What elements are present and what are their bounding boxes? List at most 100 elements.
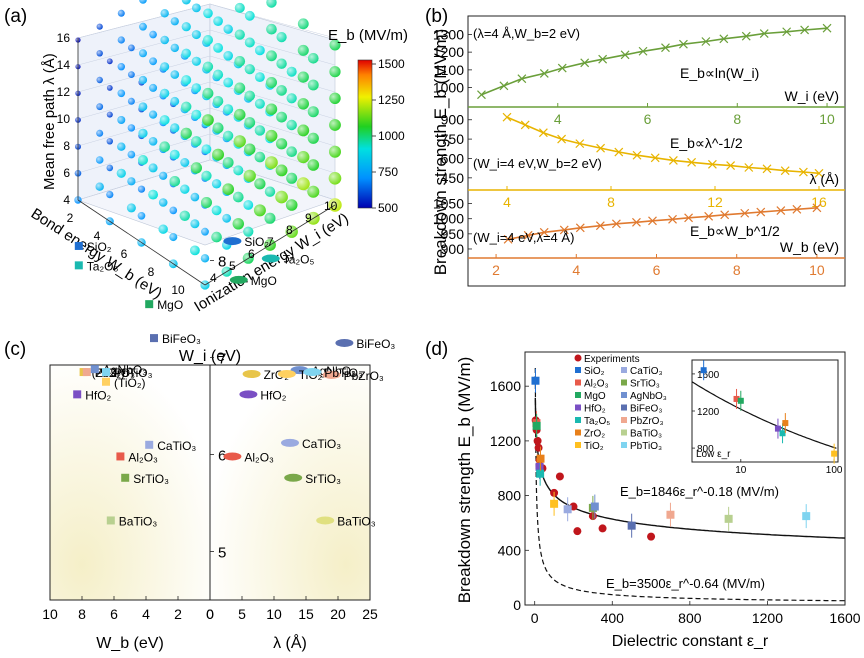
sphere-point	[106, 111, 113, 118]
sphere-highlight	[213, 16, 223, 27]
y-tick-label: 1200	[490, 433, 521, 449]
right-x-tick-label: 10	[266, 606, 282, 622]
series-marker	[822, 23, 832, 33]
legend-item: SiO₂	[575, 366, 605, 377]
series-marker	[648, 216, 657, 226]
marker-cross	[720, 210, 730, 220]
sphere-highlight	[201, 170, 212, 181]
y-tick-label: 0	[513, 597, 521, 613]
sphere-point	[117, 36, 125, 44]
inset-frame	[691, 359, 839, 463]
sphere-point	[213, 43, 224, 53]
sphere-highlight	[212, 96, 224, 107]
sphere-point	[160, 9, 169, 18]
point-label: SiO₂	[87, 240, 112, 254]
sphere-highlight	[117, 89, 126, 98]
sphere-point	[307, 79, 319, 91]
point-label: SiO₂	[244, 235, 269, 249]
fit-dashed-label: E_b=3500ε_r^-0.64 (MV/m)	[606, 576, 765, 591]
legend-label: TiO₂	[584, 441, 604, 452]
series-marker	[520, 120, 530, 130]
axis-wb	[77, 199, 206, 286]
sphere-highlight	[191, 56, 201, 66]
sphere-highlight	[117, 9, 125, 17]
sphere-highlight	[158, 198, 168, 207]
subplot-relation: E_b∝λ^-1/2	[670, 135, 743, 151]
left-point: PbTiO₃	[102, 366, 153, 380]
point-marker	[150, 334, 158, 343]
subplot-relation: E_b∝ln(W_i)	[680, 65, 759, 81]
sphere-highlight	[191, 30, 201, 40]
sphere-highlight	[233, 165, 244, 176]
sphere-point	[255, 45, 265, 56]
sphere-point	[106, 85, 113, 91]
sphere-point	[191, 30, 201, 40]
sphere-highlight	[275, 190, 288, 204]
sphere-highlight	[276, 31, 287, 43]
sphere-highlight	[203, 35, 213, 45]
marker-cross	[812, 203, 822, 213]
wi-tick-label: 6	[248, 247, 255, 261]
sphere-point	[254, 151, 266, 163]
sphere-highlight	[139, 0, 147, 4]
lambda-tick-label: 14	[57, 58, 71, 72]
fit-solid-label: E_b=1846ε_r^-0.18 (MV/m)	[620, 484, 779, 499]
sphere-point	[276, 138, 288, 150]
sphere-highlight	[169, 149, 180, 160]
sphere-point	[308, 53, 319, 64]
legend-label: SiO₂	[584, 366, 605, 377]
sphere-point	[276, 58, 287, 69]
sphere-point	[244, 64, 255, 75]
sphere-highlight	[254, 125, 266, 136]
sphere-highlight	[223, 77, 234, 88]
sphere-point	[149, 57, 158, 66]
left-x-tick-label: 0	[206, 606, 214, 622]
legend-label: Experiments	[584, 354, 640, 365]
sphere-highlight	[329, 39, 341, 51]
sphere-highlight	[201, 197, 212, 208]
sphere-point	[244, 37, 255, 48]
sphere-point	[170, 123, 180, 133]
sphere-highlight	[181, 101, 192, 112]
lambda-tick-label: 10	[57, 112, 71, 126]
lambda-tick-label: 16	[57, 31, 71, 45]
sphere-highlight	[138, 75, 148, 85]
legend-item: BaTiO₃	[621, 429, 662, 440]
sphere-point	[127, 124, 136, 132]
sphere-highlight	[106, 85, 113, 91]
panel-d-xlabel: Dielectric constant ε_r	[612, 633, 769, 650]
legend-label: AgNbO₃	[630, 391, 667, 402]
sphere-point	[223, 104, 234, 115]
inset-x-tick-label: 10	[735, 465, 747, 476]
sphere-highlight	[264, 186, 276, 197]
sphere-point	[211, 179, 222, 189]
wb-tick-label: 4	[94, 229, 101, 243]
sphere-highlight	[223, 130, 234, 141]
inset-y-tick-label: 1200	[697, 407, 720, 418]
material-point	[802, 504, 811, 529]
point-marker	[73, 390, 82, 399]
colorbar-tick-label: 500	[378, 201, 398, 215]
left-point: BiFeO₃	[150, 332, 201, 346]
sphere-highlight	[211, 231, 222, 243]
legend-marker	[575, 404, 581, 411]
sphere-point	[296, 177, 310, 191]
marker-cross	[499, 81, 509, 91]
sphere-point	[190, 219, 200, 229]
sphere-point	[255, 72, 265, 82]
sphere-point	[233, 191, 244, 203]
sphere-point	[212, 148, 225, 161]
sphere-point	[148, 189, 159, 200]
x-tick-label: 10	[819, 111, 835, 127]
series-marker	[620, 50, 630, 60]
sphere-point	[264, 212, 276, 224]
sphere-point	[254, 125, 266, 136]
sphere-point	[286, 146, 298, 157]
sphere-highlight	[265, 103, 278, 115]
left-point: SiO₂	[74, 240, 112, 254]
legend-marker	[575, 379, 581, 386]
sphere-point	[202, 61, 214, 72]
sphere-highlight	[138, 128, 148, 138]
sphere-point	[286, 172, 298, 184]
sphere-highlight	[116, 168, 126, 178]
